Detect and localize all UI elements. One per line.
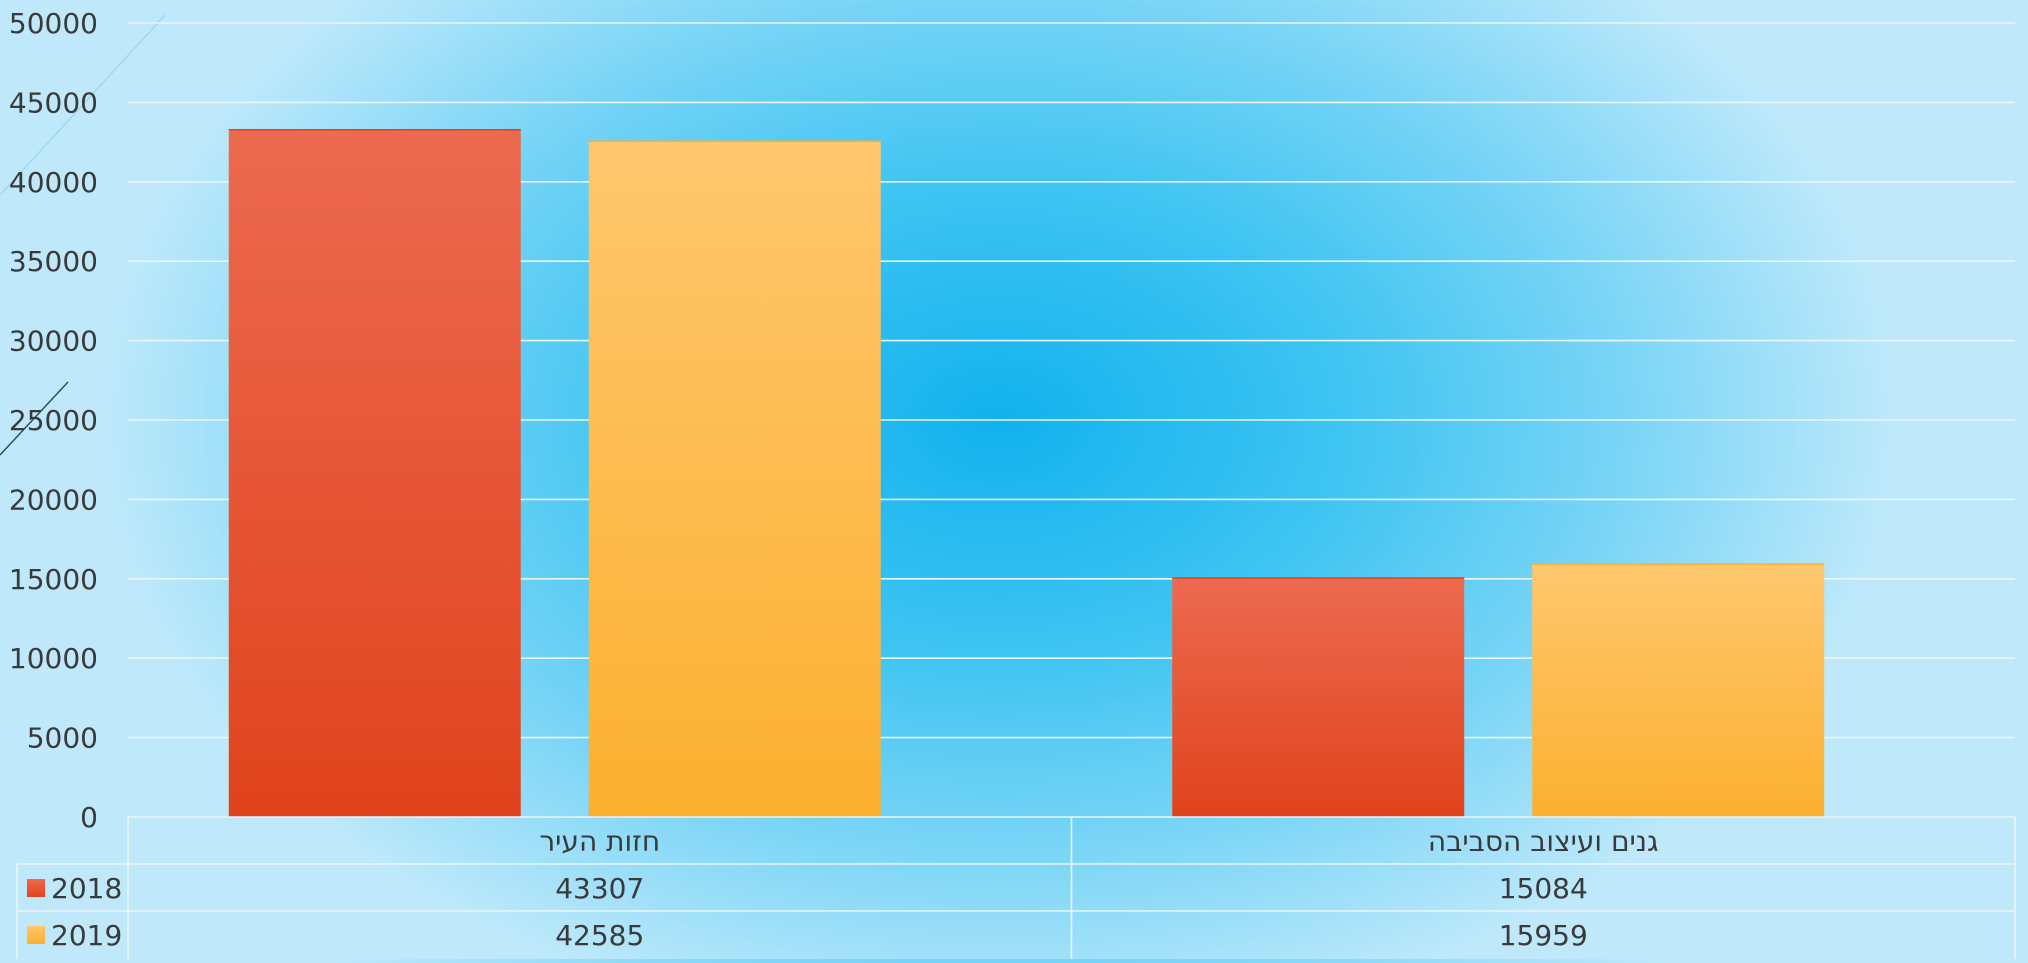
y-axis: 0 5000 10000 15000 20000 25000 30000 35000 40000…	[9, 7, 98, 834]
y-tick-label: 0	[80, 801, 98, 834]
legend-label: 2019	[51, 919, 122, 952]
decorative-lines	[0, 14, 166, 456]
bars	[228, 129, 1825, 818]
category-label: חזות העיר	[539, 825, 660, 858]
data-table-value: 43307	[555, 872, 644, 905]
y-tick-label: 5000	[27, 722, 98, 755]
y-tick-label: 40000	[9, 166, 98, 199]
y-tick-label: 20000	[9, 483, 98, 516]
category-label: גנים ועיצוב הסביבה	[1428, 825, 1659, 858]
bar-2018-1	[1172, 577, 1465, 817]
data-table-value: 15959	[1499, 919, 1588, 952]
legend-key-2018	[27, 879, 45, 897]
legend-key-2019	[27, 926, 45, 944]
bar-2018-0	[228, 129, 521, 817]
data-table: חזות העיר גנים ועיצוב הסביבה 2018 43307 1508…	[16, 816, 2016, 963]
y-tick-label: 10000	[9, 642, 98, 675]
y-tick-label: 15000	[9, 563, 98, 596]
data-table-value: 42585	[555, 919, 644, 952]
y-tick-label: 50000	[9, 7, 98, 40]
bar-2019-0	[588, 140, 881, 818]
data-table-value: 15084	[1499, 872, 1588, 905]
legend-label: 2018	[51, 872, 122, 905]
bar-2019-1	[1532, 563, 1825, 817]
y-tick-label: 30000	[9, 325, 98, 358]
y-tick-label: 35000	[9, 245, 98, 278]
y-tick-label: 25000	[9, 404, 98, 437]
y-tick-label: 45000	[9, 86, 98, 119]
